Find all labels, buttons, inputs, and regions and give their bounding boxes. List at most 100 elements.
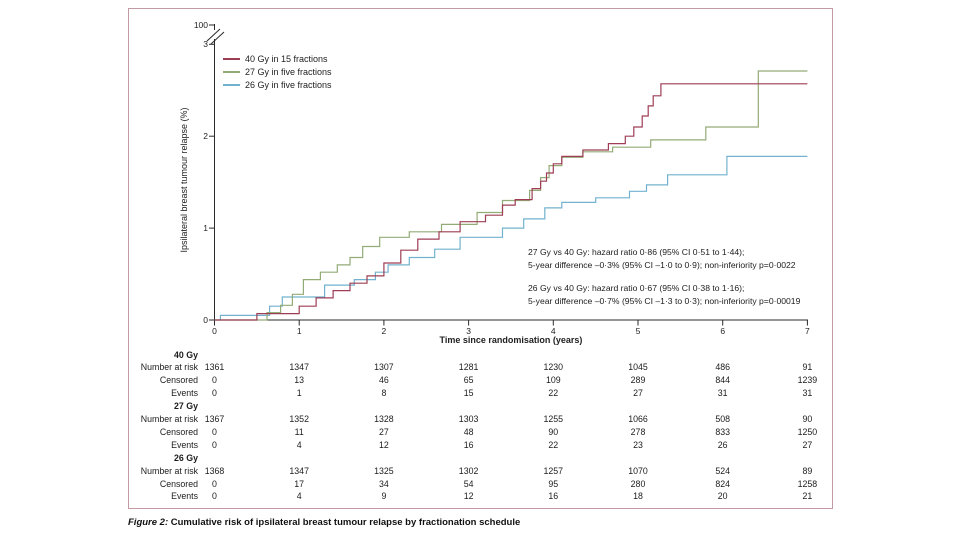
risk-table-group-header: 26 Gy	[0, 453, 831, 466]
y-tick-label: 0	[203, 314, 208, 325]
risk-table-cell: 20	[717, 491, 728, 502]
risk-table-cell: 12	[463, 491, 474, 502]
legend-label-27gy: 27 Gy in five fractions	[245, 66, 332, 77]
risk-table-row-label: Number at risk	[140, 414, 198, 424]
risk-table-cell: 1281	[458, 362, 479, 373]
risk-table-cell: 22	[548, 388, 559, 399]
risk-table-cell: 833	[715, 426, 731, 437]
risk-table-cell: 1258	[797, 478, 818, 489]
risk-table-cell: 1	[296, 388, 302, 399]
x-tick-label: 0	[212, 326, 217, 336]
risk-table-cell: 1257	[543, 465, 564, 476]
x-tick-label: 7	[805, 326, 810, 336]
risk-table-cell: 1325	[374, 465, 394, 476]
y-axis-title: Ipsilateral breast tumour relapse (%)	[179, 107, 189, 253]
risk-table-cell: 1347	[289, 362, 309, 373]
risk-table-cell: 1347	[289, 465, 309, 476]
annotation-line: 5-year difference –0·3% (95% CI –1·0 to …	[528, 259, 796, 270]
risk-table-cell: 4	[296, 439, 302, 450]
risk-table-cell: 89	[802, 465, 813, 476]
risk-table-cell: 0	[212, 491, 217, 502]
risk-table-cell: 1352	[289, 414, 309, 424]
risk-table-row-label: Censored	[159, 375, 198, 386]
risk-table-row: Events 0 4 12 16 22 23 26 27	[0, 440, 831, 453]
risk-table-cell: 31	[717, 388, 728, 399]
risk-table-cell: 1367	[204, 414, 225, 424]
figure-caption: Figure 2: Cumulative risk of ipsilateral…	[128, 517, 520, 528]
legend-line-swatch-26gy	[223, 83, 240, 86]
risk-table-cell: 91	[802, 362, 813, 373]
risk-table-row: Events 0 4 9 12 16 18 20 21	[0, 491, 831, 504]
risk-table-cell: 90	[802, 414, 813, 424]
risk-table-cell: 11	[294, 426, 304, 437]
annotation-26-vs-40: 26 Gy vs 40 Gy: hazard ratio 0·67 (95% C…	[528, 282, 800, 307]
annotation-line: 26 Gy vs 40 Gy: hazard ratio 0·67 (95% C…	[528, 283, 745, 294]
risk-table-row: Events 0 1 8 15 22 27 31 31	[0, 388, 831, 401]
risk-table-cell: 13	[294, 375, 305, 386]
risk-table-cell: 109	[545, 375, 561, 386]
risk-table-cell: 22	[548, 439, 559, 450]
annotation-line: 5-year difference –0·7% (95% CI –1·3 to …	[528, 295, 801, 306]
risk-table-cell: 280	[630, 478, 646, 489]
risk-table-row: Censored 0 13 46 65 109 289 844 1239	[0, 375, 831, 388]
km-curve-26gy	[214, 155, 808, 321]
risk-table-cell: 27	[633, 388, 643, 399]
risk-table-cell: 54	[463, 478, 474, 489]
risk-table-cell: 844	[715, 375, 731, 386]
risk-table-cell: 26	[717, 439, 728, 450]
x-axis-title: Time since randomisation (years)	[439, 335, 583, 345]
risk-table-row-label: Censored	[159, 426, 198, 437]
risk-table-cell: 21	[802, 491, 813, 502]
x-tick-label: 3	[466, 326, 471, 336]
annotation-line: 27 Gy vs 40 Gy: hazard ratio 0·86 (95% C…	[528, 247, 745, 257]
risk-table-cell: 31	[802, 388, 813, 399]
risk-table-cell: 0	[212, 375, 217, 386]
legend-line-swatch-40gy	[223, 57, 240, 60]
x-tick-label: 1	[296, 326, 302, 336]
risk-table-row-label: 40 Gy	[174, 349, 198, 360]
risk-table-cell: 0	[212, 388, 217, 399]
risk-table-cell: 524	[715, 465, 731, 476]
risk-table-row-label: Number at risk	[140, 465, 198, 476]
figure-caption-label: Figure 2:	[128, 517, 169, 528]
y-tick-label: 2	[203, 130, 208, 141]
risk-table-cell: 16	[463, 439, 474, 450]
risk-table-cell: 1255	[543, 414, 564, 424]
risk-table-cell: 1368	[204, 465, 225, 476]
risk-table-row-label: Number at risk	[140, 362, 198, 373]
risk-table-cell: 0	[212, 439, 217, 450]
risk-table-cell: 1070	[628, 465, 648, 476]
risk-table-cell: 1230	[543, 362, 564, 373]
x-tick-label: 2	[381, 326, 387, 336]
risk-table-row-label: Events	[171, 491, 198, 502]
legend: 40 Gy in 15 fractions 27 Gy in five frac…	[223, 52, 332, 91]
risk-table-cell: 1250	[797, 426, 818, 437]
figure-border-box	[128, 8, 833, 509]
risk-table-row-label: Censored	[159, 478, 198, 489]
risk-table-row-label: Events	[171, 439, 198, 450]
risk-table-cell: 1328	[374, 414, 394, 424]
annotation-27-vs-40: 27 Gy vs 40 Gy: hazard ratio 0·86 (95% C…	[528, 246, 800, 271]
risk-table-cell: 15	[463, 388, 474, 399]
risk-table-cell: 0	[212, 478, 217, 489]
risk-table-cell: 289	[630, 375, 646, 386]
risk-table-cell: 8	[381, 388, 387, 399]
x-tick-label: 4	[550, 326, 556, 336]
risk-table-cell: 34	[378, 478, 389, 489]
risk-table-cell: 1045	[628, 362, 648, 373]
legend-line-swatch-27gy	[223, 70, 240, 73]
figure-caption-text: Cumulative risk of ipsilateral breast tu…	[168, 517, 521, 528]
legend-label-26gy: 26 Gy in five fractions	[245, 79, 332, 90]
km-curve-40gy	[214, 83, 808, 321]
risk-table-group-header: 40 Gy	[0, 350, 831, 363]
risk-table-cell: 90	[548, 426, 559, 437]
risk-table-cell: 27	[378, 426, 389, 437]
x-tick-label: 5	[635, 326, 641, 336]
risk-table-cell: 1302	[458, 465, 479, 476]
risk-table-cell: 486	[715, 362, 731, 373]
risk-table-row: Number at risk 1368 1347 1325 1302 1257 1070 52…	[0, 466, 831, 479]
risk-table-cell: 46	[378, 375, 389, 386]
risk-table-cell: 18	[633, 491, 643, 502]
